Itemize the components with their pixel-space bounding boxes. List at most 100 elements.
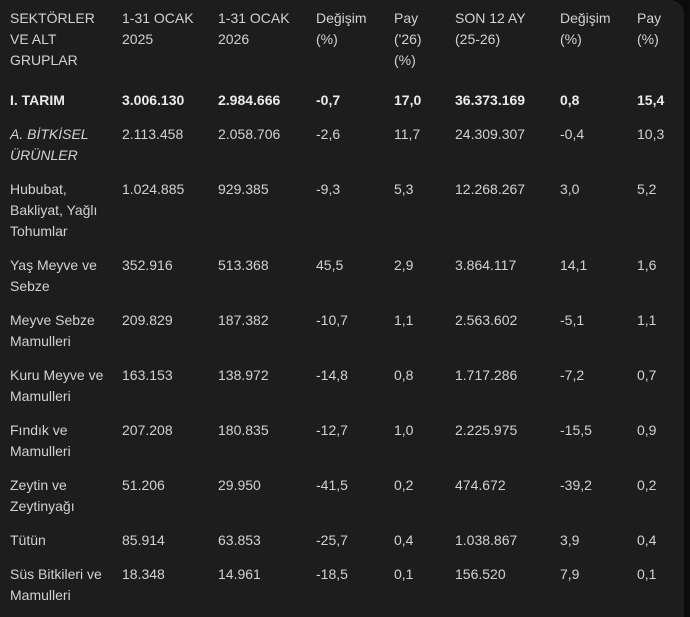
value-cell: 1,1	[394, 312, 414, 328]
value-cell: -39,2	[560, 477, 592, 493]
value-cell: 207.208	[122, 422, 173, 438]
sector-name-cell: Zeytin ve Zeytinyağı	[10, 477, 75, 514]
value-cell: 45,5	[316, 257, 344, 273]
value-cell: -41,5	[316, 477, 348, 493]
value-cell: 352.916	[122, 257, 173, 273]
value-cell: -25,7	[316, 532, 348, 548]
column-header-change-pct-12m: Değişim (%)	[560, 10, 611, 47]
value-cell: 18.348	[122, 566, 165, 582]
value-cell: 24.309.307	[455, 126, 526, 142]
sector-name-cell: I. TARIM	[10, 92, 65, 108]
column-header-change-pct: Değişim (%)	[316, 10, 367, 47]
table-row: Kuru Meyve ve Mamulleri 163.153 138.972 -14…	[0, 359, 684, 414]
value-cell: 12.268.267	[455, 181, 526, 197]
value-cell: 138.972	[218, 367, 269, 383]
table-row: Tütün 85.914 63.853 -25,7 0,4 1.038.867 3,9 0,4	[0, 524, 684, 558]
table-header-row: SEKTÖRLER VE ALT GRUPLAR 1-31 OCAK 2025 …	[0, 0, 684, 84]
value-cell: 5,3	[394, 181, 414, 197]
value-cell: 2.563.602	[455, 312, 518, 328]
table-body: I. TARIM 3.006.130 2.984.666 -0,7 17,0 36.373…	[0, 84, 684, 613]
value-cell: 3,0	[560, 181, 580, 197]
value-cell: -15,5	[560, 422, 592, 438]
value-cell: 1,6	[637, 257, 657, 273]
value-cell: 2.113.458	[122, 126, 184, 142]
value-cell: -5,1	[560, 312, 585, 328]
sector-name-cell: Yaş Meyve ve Sebze	[10, 257, 97, 294]
value-cell: 513.368	[218, 257, 269, 273]
column-header-jan-2026: 1-31 OCAK 2026	[218, 10, 290, 47]
column-header-jan-2025: 1-31 OCAK 2025	[122, 10, 194, 47]
value-cell: -18,5	[316, 566, 348, 582]
value-cell: 1.038.867	[455, 532, 518, 548]
table-row: Süs Bitkileri ve Mamulleri 18.348 14.961 -1…	[0, 558, 684, 613]
value-cell: 187.382	[218, 312, 269, 328]
value-cell: 0,4	[637, 532, 657, 548]
value-cell: 14,1	[560, 257, 588, 273]
value-cell: 2.058.706	[218, 126, 281, 142]
value-cell: 163.153	[122, 367, 173, 383]
value-cell: 1,0	[394, 422, 414, 438]
value-cell: 209.829	[122, 312, 173, 328]
value-cell: 7,9	[560, 566, 580, 582]
value-cell: -7,2	[560, 367, 585, 383]
value-cell: -12,7	[316, 422, 348, 438]
value-cell: 0,8	[394, 367, 414, 383]
value-cell: 0,7	[637, 367, 657, 383]
value-cell: 474.672	[455, 477, 506, 493]
value-cell: 0,8	[560, 92, 580, 108]
value-cell: -10,7	[316, 312, 348, 328]
value-cell: 85.914	[122, 532, 165, 548]
value-cell: 3.864.117	[455, 257, 517, 273]
sector-name-cell: A. BİTKİSEL ÜRÜNLER	[10, 126, 89, 163]
sector-name-cell: Tütün	[10, 532, 46, 548]
value-cell: 156.520	[455, 566, 506, 582]
table-row: Fındık ve Mamulleri 207.208 180.835 -12,7 1,…	[0, 414, 684, 469]
sector-name-cell: Süs Bitkileri ve Mamulleri	[10, 566, 102, 603]
table-row: Hububat, Bakliyat, Yağlı Tohumlar 1.024.8…	[0, 173, 684, 249]
value-cell: 63.853	[218, 532, 261, 548]
value-cell: 3,9	[560, 532, 580, 548]
value-cell: 0,2	[394, 477, 414, 493]
value-cell: 14.961	[218, 566, 261, 582]
value-cell: 0,2	[637, 477, 657, 493]
value-cell: -0,4	[560, 126, 585, 142]
value-cell: 929.385	[218, 181, 269, 197]
value-cell: 0,1	[394, 566, 414, 582]
value-cell: 2.984.666	[218, 92, 281, 108]
value-cell: 10,3	[637, 126, 665, 142]
value-cell: 2,9	[394, 257, 414, 273]
column-header-sectors: SEKTÖRLER VE ALT GRUPLAR	[10, 10, 95, 68]
column-header-share-26-pct: Pay ('26) (%)	[394, 10, 422, 68]
value-cell: -2,6	[316, 126, 341, 142]
table-row: A. BİTKİSEL ÜRÜNLER 2.113.458 2.058.706 -2,…	[0, 118, 684, 173]
value-cell: -0,7	[316, 92, 341, 108]
value-cell: 3.006.130	[122, 92, 185, 108]
value-cell: 2.225.975	[455, 422, 518, 438]
value-cell: 1,1	[637, 312, 657, 328]
value-cell: 51.206	[122, 477, 165, 493]
value-cell: -9,3	[316, 181, 341, 197]
column-header-last-12-months: SON 12 AY (25-26)	[455, 10, 526, 47]
sector-name-cell: Kuru Meyve ve Mamulleri	[10, 367, 104, 404]
value-cell: 0,1	[637, 566, 657, 582]
value-cell: 5,2	[637, 181, 657, 197]
value-cell: 0,9	[637, 422, 657, 438]
value-cell: -14,8	[316, 367, 348, 383]
value-cell: 29.950	[218, 477, 261, 493]
value-cell: 0,4	[394, 532, 414, 548]
sector-name-cell: Hububat, Bakliyat, Yağlı Tohumlar	[10, 181, 98, 239]
value-cell: 17,0	[394, 92, 422, 108]
column-header-share-pct: Pay (%)	[637, 10, 662, 47]
table-row: Zeytin ve Zeytinyağı 51.206 29.950 -41,5 0,2…	[0, 469, 684, 524]
value-cell: 1.024.885	[122, 181, 185, 197]
sector-name-cell: Meyve Sebze Mamulleri	[10, 312, 95, 349]
value-cell: 15,4	[637, 92, 665, 108]
table-row: I. TARIM 3.006.130 2.984.666 -0,7 17,0 36.373…	[0, 84, 684, 118]
value-cell: 36.373.169	[455, 92, 526, 108]
table-row: Yaş Meyve ve Sebze 352.916 513.368 45,5 2,9 3…	[0, 249, 684, 304]
value-cell: 11,7	[394, 126, 421, 142]
table-row: Meyve Sebze Mamulleri 209.829 187.382 -10,7…	[0, 304, 684, 359]
sector-name-cell: Fındık ve Mamulleri	[10, 422, 71, 459]
